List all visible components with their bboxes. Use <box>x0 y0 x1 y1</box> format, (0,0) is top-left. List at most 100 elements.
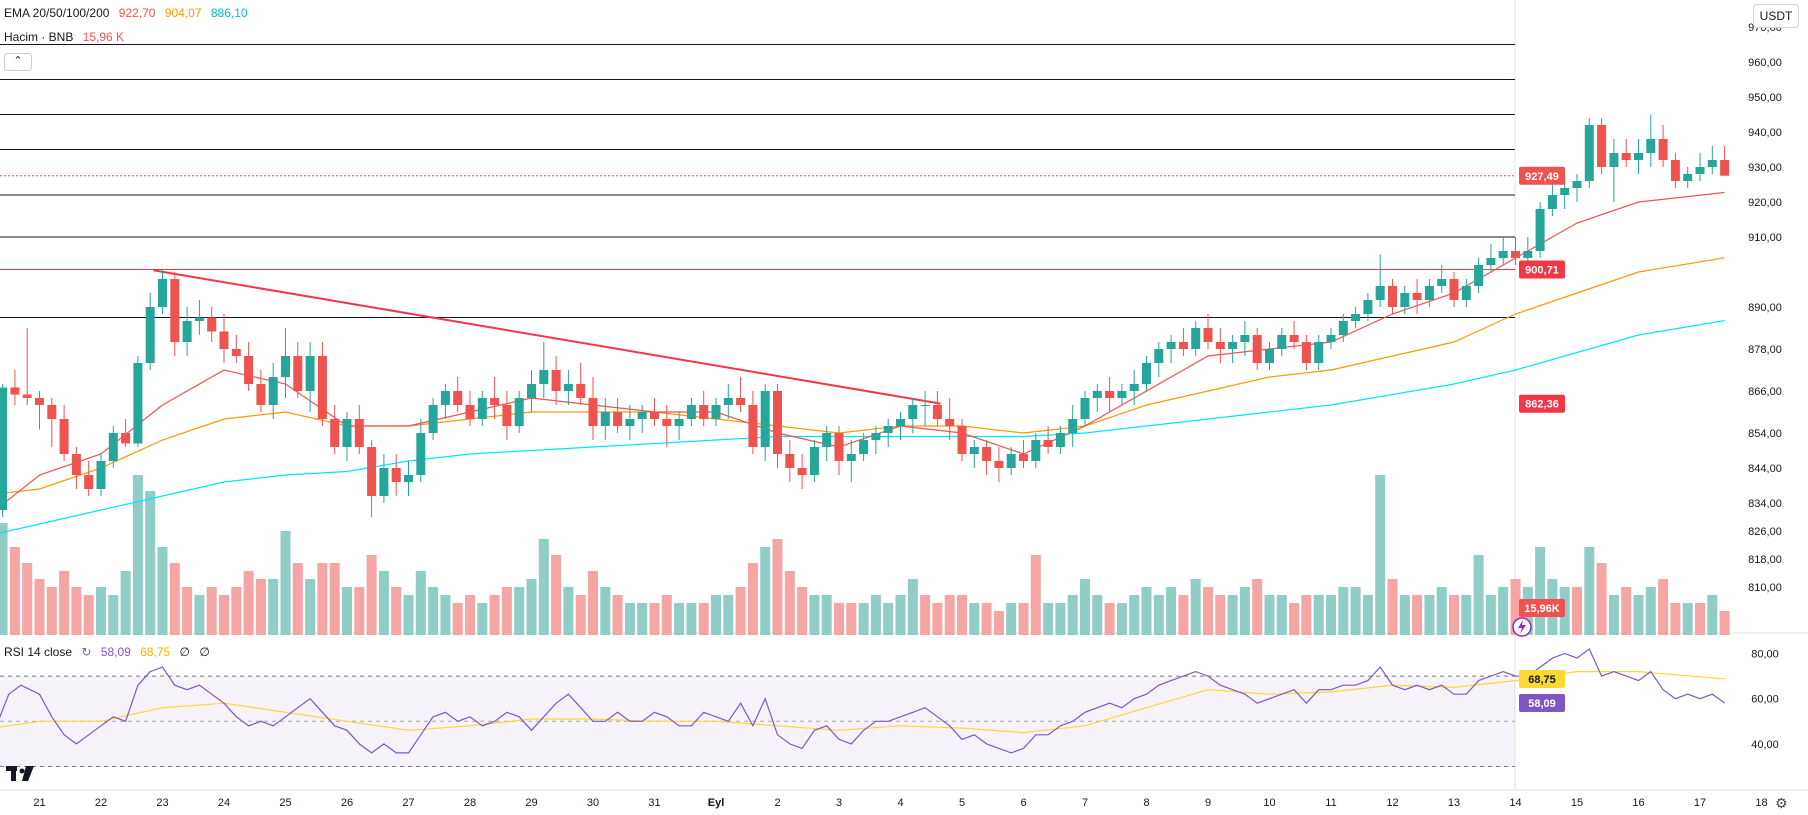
volume-bar <box>1621 587 1632 635</box>
candle-body <box>145 307 155 363</box>
price-tick-label: 940,00 <box>1748 127 1782 139</box>
time-tick-label: 27 <box>402 797 414 809</box>
collapse-legend-button[interactable]: ⌃ <box>4 53 32 71</box>
volume-bar <box>1215 595 1226 635</box>
volume-bar <box>932 603 943 635</box>
candle-body <box>465 405 475 419</box>
volume-bar <box>96 587 106 635</box>
candle-body <box>0 387 8 510</box>
candle-body <box>809 447 819 475</box>
volume-bar <box>760 547 771 635</box>
candle-body <box>194 317 204 321</box>
rsi-tick-label: 80,00 <box>1751 649 1779 661</box>
candle-body <box>182 321 192 342</box>
volume-bar <box>1080 579 1090 635</box>
candle-body <box>871 433 881 440</box>
volume-bar <box>784 571 795 635</box>
candle-body <box>576 384 586 398</box>
candle-body <box>84 475 94 489</box>
volume-bar <box>59 571 70 635</box>
volume-bar <box>231 587 242 635</box>
candle-body <box>1375 286 1385 300</box>
volume-bar <box>637 603 648 635</box>
volume-bar <box>1608 595 1619 635</box>
currency-selector[interactable]: USDT <box>1753 4 1799 28</box>
candle-body <box>1646 139 1656 153</box>
candle-body <box>896 419 905 426</box>
rsi-band <box>0 676 1515 767</box>
volume-bar <box>1535 547 1546 635</box>
volume-bar <box>1658 579 1669 635</box>
rsi-ma-legend-value: 68,75 <box>140 645 171 659</box>
volume-bar <box>711 595 721 635</box>
volume-bar <box>83 595 94 635</box>
candle-body <box>662 419 672 426</box>
candle-body <box>1523 251 1533 258</box>
candle-body <box>1412 293 1422 300</box>
volume-bar <box>674 603 685 635</box>
candle-body <box>982 447 992 461</box>
volume-bar <box>1670 603 1681 635</box>
candle-body <box>1511 251 1520 258</box>
volume-bar <box>1067 595 1078 635</box>
volume-bar <box>1596 563 1607 635</box>
volume-bar <box>735 587 746 635</box>
candle-body <box>797 468 807 475</box>
volume-bar <box>34 579 45 635</box>
price-tick-label: 890,00 <box>1748 302 1782 314</box>
volume-bar <box>883 603 894 635</box>
volume-bar <box>1153 595 1164 635</box>
candle-body <box>477 398 487 419</box>
time-tick-label: 9 <box>1205 797 1211 809</box>
candle-body <box>71 454 81 475</box>
tradingview-logo <box>6 766 34 781</box>
time-tick-label: 28 <box>464 797 476 809</box>
candle-body <box>1461 286 1471 300</box>
volume-bar <box>428 587 439 635</box>
volume-bar <box>1449 595 1459 635</box>
candle-body <box>1400 293 1410 307</box>
time-tick-label: 18 <box>1755 797 1767 809</box>
candle-body <box>59 419 69 454</box>
volume-bar <box>255 579 266 635</box>
volume-bar <box>145 491 156 635</box>
candle-body <box>1338 321 1348 335</box>
rsi-tick-label: 60,00 <box>1751 694 1779 706</box>
candle-body <box>551 370 561 391</box>
candle-body <box>613 412 623 426</box>
candle-body <box>1388 286 1397 307</box>
price-tick-label: 960,00 <box>1748 57 1782 69</box>
volume-bar <box>1018 603 1029 635</box>
candle-body <box>650 412 659 419</box>
candle-body <box>1068 419 1078 433</box>
candle-body <box>994 461 1004 468</box>
volume-bar <box>747 563 758 635</box>
candle-body <box>883 426 893 433</box>
volume-bar <box>342 587 352 635</box>
price-tick-label: 834,00 <box>1748 498 1782 510</box>
candle-body <box>563 384 573 391</box>
candle-body <box>699 405 709 419</box>
volume-bar <box>1104 603 1115 635</box>
gear-icon[interactable]: ⚙ <box>1775 795 1788 811</box>
refresh-icon[interactable]: ↻ <box>81 645 92 659</box>
ema-legend-label: EMA 20/50/100/200 <box>4 6 110 20</box>
volume-bar <box>1584 547 1595 635</box>
candle-body <box>600 412 610 426</box>
volume-bar <box>1203 587 1213 635</box>
candle-body <box>1560 188 1570 195</box>
price-tick-label: 844,00 <box>1748 463 1782 475</box>
candle-body <box>1228 342 1238 349</box>
candle-body <box>10 387 20 395</box>
candle-body <box>773 391 782 454</box>
candle-body <box>1252 335 1262 363</box>
candle-body <box>22 394 32 398</box>
candle-body <box>1658 139 1668 160</box>
price-tick-label: 866,00 <box>1748 386 1782 398</box>
candle-body <box>342 419 352 447</box>
time-tick-label: 29 <box>525 797 537 809</box>
candle-body <box>440 391 450 405</box>
volume-bar <box>1166 587 1177 635</box>
rsi-extra-2: ∅ <box>199 645 210 659</box>
